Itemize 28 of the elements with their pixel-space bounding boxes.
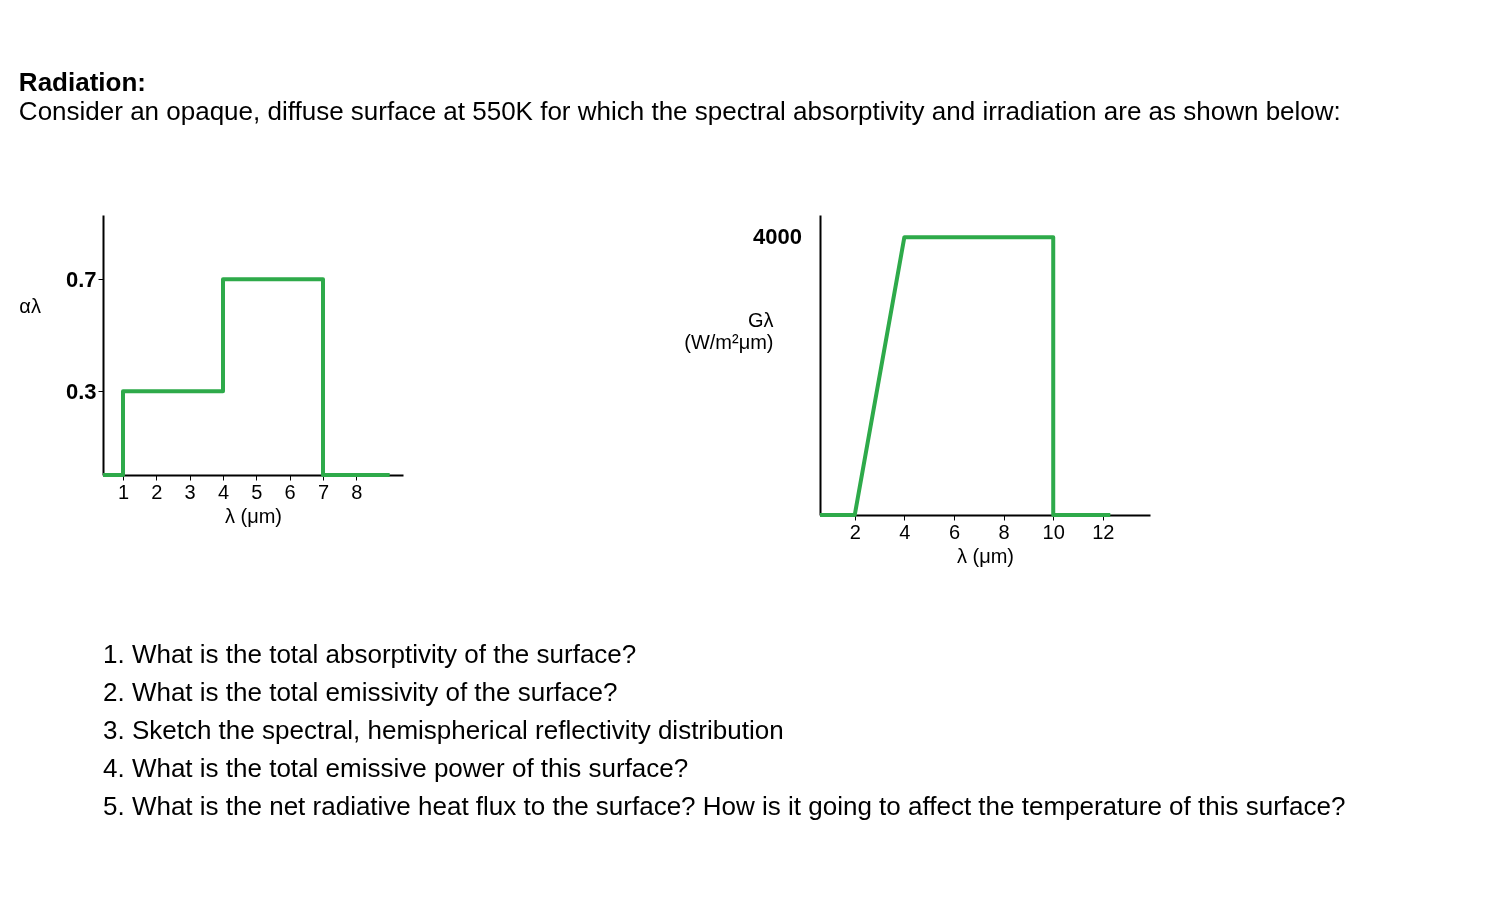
x-tick-label: 4 bbox=[217, 480, 230, 503]
x-tick-label: 7 bbox=[317, 480, 330, 503]
x-tick-label: 10 bbox=[1042, 520, 1065, 543]
y-axis-title: αλ bbox=[19, 294, 41, 317]
x-tick-label: 12 bbox=[1092, 520, 1115, 543]
text: 3. Sketch the spectral, hemispherical reflectivity distribution bbox=[103, 715, 784, 745]
y-tick-label: 0.7 bbox=[65, 266, 97, 292]
text: 5. What is the net radiative heat flux to the surface? How is it going to affect the temperature of this surface? bbox=[103, 791, 1346, 821]
x-tick-label: 8 bbox=[351, 480, 363, 503]
x-tick-label: 3 bbox=[184, 480, 196, 503]
x-axis-title: λ (μm) bbox=[224, 504, 283, 527]
x-tick-label: 8 bbox=[998, 520, 1010, 543]
chart-title: Radiation: bbox=[18, 67, 146, 97]
text: 2. What is the total emissivity of the surface? bbox=[103, 677, 618, 707]
x-axis-title: λ (μm) bbox=[956, 544, 1015, 567]
text: 1. What is the total absorptivity of the surface? bbox=[103, 639, 637, 669]
x-tick-label: 2 bbox=[849, 520, 861, 543]
x-tick-label: 1 bbox=[117, 480, 130, 503]
text: 4. What is the total emissive power of this surface? bbox=[103, 753, 689, 783]
text: 4000 bbox=[753, 224, 802, 250]
x-tick-label: 2 bbox=[151, 480, 163, 503]
x-tick-label: 6 bbox=[284, 480, 296, 503]
y-tick-label: 0.3 bbox=[65, 378, 97, 404]
x-tick-label: 6 bbox=[948, 520, 961, 543]
x-tick-label: 5 bbox=[251, 480, 263, 503]
y-axis-title: Gλ (W/m²μm) bbox=[684, 308, 774, 353]
x-tick-label: 4 bbox=[899, 520, 911, 543]
text: Consider an opaque, diffuse surface at 550K for which the spectral absorptivity and irradiation are as shown below: bbox=[18, 96, 1341, 126]
